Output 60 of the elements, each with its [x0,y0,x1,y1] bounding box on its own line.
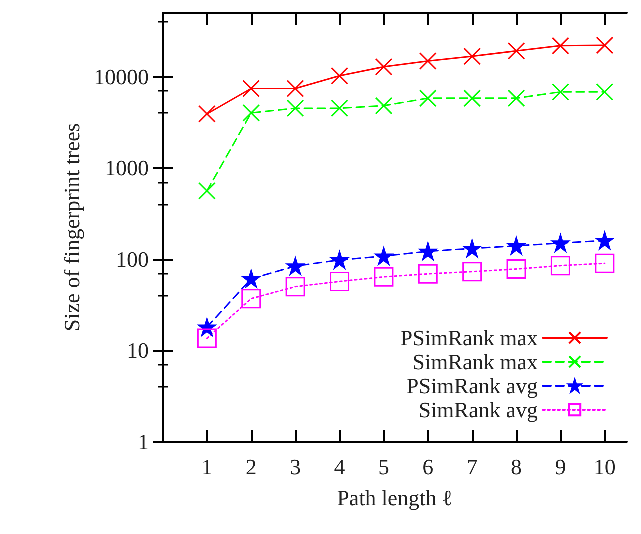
point [418,264,438,284]
point [596,232,614,250]
x-tick-label: 5 [378,454,390,480]
point [508,237,526,255]
point [550,256,570,276]
point [508,90,526,108]
point [331,251,349,269]
point [419,52,437,70]
point [375,97,393,115]
point [330,272,350,292]
y-tick-label: 10000 [94,64,149,90]
point [286,258,304,276]
y-tick-label: 1000 [105,156,149,181]
point [286,80,304,98]
legend-label: SimRank avg [418,398,538,422]
point [331,67,349,85]
point [552,37,570,55]
point [464,90,482,108]
x-tick-label: 2 [246,454,257,480]
point [242,80,260,98]
point [242,270,260,288]
x-axis-title: Path length ℓ [337,486,453,510]
x-tick-label: 9 [555,454,566,480]
point [286,277,306,297]
y-tick-label: 100 [116,246,149,272]
legend-label: PSimRank avg [406,374,538,398]
point [375,248,393,266]
point [331,100,349,118]
x-tick-label: 8 [511,454,522,480]
point [419,242,437,260]
point [464,48,482,66]
point [596,83,614,101]
point [596,36,614,54]
point [198,182,216,200]
point [508,42,526,60]
point [419,90,437,108]
y-tick-label: 1 [138,430,149,454]
x-tick-label: 4 [334,454,346,480]
point [374,267,394,287]
x-tick-label: 7 [466,454,478,480]
point [506,260,526,280]
point [595,254,615,274]
x-tick-label: 3 [290,454,302,480]
point [242,289,262,309]
point [464,240,482,258]
point [462,262,482,282]
point [198,105,216,123]
y-tick-label: 10 [127,338,149,364]
point [242,104,260,122]
x-tick-label: 1 [202,454,213,480]
x-tick-label: 6 [422,454,434,480]
x-tick-label: 10 [594,454,616,480]
legend-label: SimRank max [412,350,538,374]
point [197,328,217,348]
point [552,83,570,101]
point [375,58,393,76]
legend-label: PSimRank max [400,326,538,350]
point [286,100,304,118]
point [552,234,570,252]
y-axis-title: Size of fingerprint trees [60,123,85,332]
